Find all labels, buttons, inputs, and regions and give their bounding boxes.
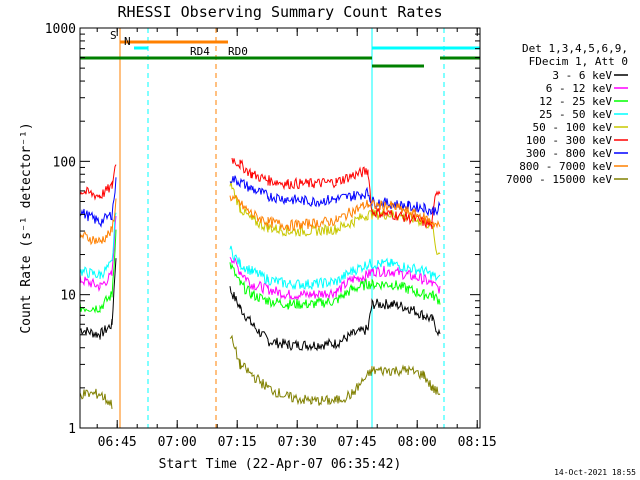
- x-tick-label-3: 07:30: [278, 435, 317, 450]
- series-line-0: [79, 258, 441, 352]
- x-tick-label-0: 06:45: [98, 435, 137, 450]
- legend-label-5: 100 - 300 keV: [526, 134, 612, 147]
- plot-frame: [79, 27, 481, 429]
- x-tick-label-6: 08:15: [458, 435, 497, 450]
- series-line-8: [79, 334, 441, 409]
- annotation-label-rd0: RD0: [228, 45, 248, 58]
- y-tick-label-2: 100: [53, 155, 76, 170]
- y-tick-label-3: 1000: [45, 22, 76, 37]
- y-tick-label-1: 10: [60, 289, 76, 304]
- legend-label-8: 7000 - 15000 keV: [506, 173, 612, 186]
- legend-label-1: 6 - 12 keV: [546, 82, 613, 95]
- annotation-label-rd4: RD4: [190, 45, 210, 58]
- series-line-1: [79, 216, 441, 301]
- series-group: [79, 157, 441, 409]
- x-tick-label-5: 08:00: [398, 435, 437, 450]
- legend-label-0: 3 - 6 keV: [552, 69, 612, 82]
- legend-label-4: 50 - 100 keV: [533, 121, 613, 134]
- x-tick-label-1: 07:00: [158, 435, 197, 450]
- x-axis-ticks: 06:45 07:00 07:15 07:30 07:45 08:00 08:15: [96, 28, 497, 450]
- vertical-markers: [119, 28, 445, 428]
- legend-header-line-1: Det 1,3,4,5,6,9,: [522, 42, 628, 55]
- series-line-5: [79, 157, 441, 230]
- timestamp: 14-Oct-2021 18:55: [554, 468, 636, 477]
- chart-title: RHESSI Observing Summary Count Rates: [117, 3, 442, 21]
- legend-header-line-2: FDecim 1, Att 0: [529, 55, 628, 68]
- x-tick-label-2: 07:15: [218, 435, 257, 450]
- y-axis-label: Count Rate (s⁻¹ detector⁻¹): [19, 122, 34, 333]
- annotation-label-n: N: [124, 35, 131, 48]
- legend-label-7: 800 - 7000 keV: [519, 160, 612, 173]
- x-tick-label-4: 07:45: [338, 435, 377, 450]
- y-tick-label-0: 1: [68, 422, 76, 437]
- legend-label-6: 300 - 800 keV: [526, 147, 612, 160]
- series-line-2: [79, 229, 441, 314]
- legend-label-3: 25 - 50 keV: [539, 108, 612, 121]
- x-axis-label: Start Time (22-Apr-07 06:35:42): [159, 457, 402, 472]
- annotation-label-s: S: [110, 29, 117, 42]
- y-axis-ticks: 1 10 100 1000: [45, 22, 480, 437]
- series-line-7: [79, 194, 441, 246]
- series-line-3: [79, 212, 441, 291]
- annotation-bars: S N RD0 RD4: [80, 29, 480, 68]
- legend-label-2: 12 - 25 keV: [539, 95, 612, 108]
